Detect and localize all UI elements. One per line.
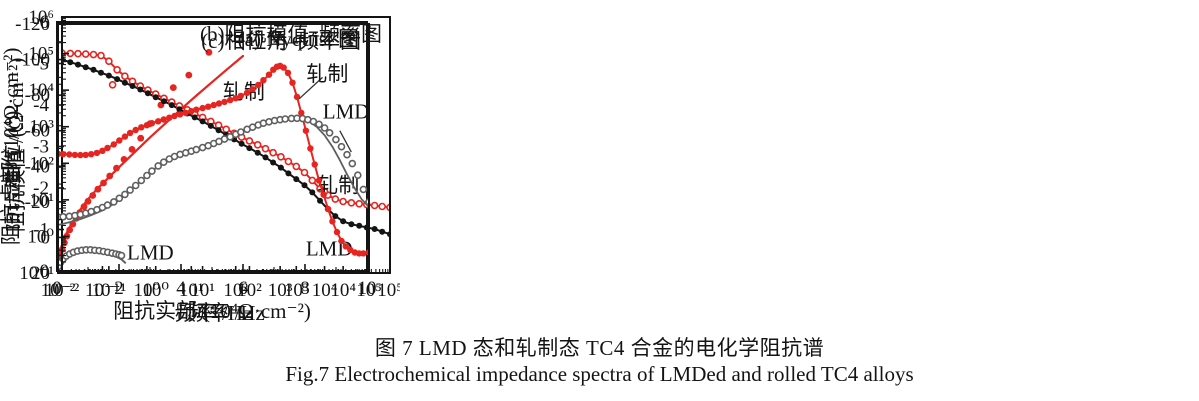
svg-text:10¹: 10¹ — [190, 280, 215, 301]
svg-text:10³: 10³ — [268, 280, 293, 301]
leader-line — [298, 76, 323, 100]
svg-text:10⁵: 10⁵ — [28, 44, 54, 65]
panel-title: (c)相位角–频率图 — [201, 29, 361, 53]
chart-svg-c: 10⁻² 10⁻¹ 10⁰ 10¹ 10² 10³ 10⁴ 10⁵200-20-40-60-8… — [0, 14, 382, 325]
svg-text:10²: 10² — [29, 153, 54, 174]
x-axis-label: 频率 /Hz — [175, 301, 253, 325]
panel-a-nyquist-chart: 0 2 4 6 8 10 0 -1 -2 -3 -4 -5 -6 阻抗实部/(10⁴Ω·cm⁻²) 阻抗虚部… — [0, 0, 400, 330]
svg-text:10⁰: 10⁰ — [134, 280, 161, 301]
svg-text:0: 0 — [40, 261, 50, 282]
leader-line — [339, 130, 352, 153]
svg-text:6: 6 — [238, 278, 248, 299]
svg-text:10⁰: 10⁰ — [27, 226, 54, 247]
x-axis-label: 频率 /Hz — [187, 301, 265, 325]
tick-labels: 10⁻² 10⁻¹ 10⁰ 10¹ 10² 10³ 10⁴ 10⁵10⁻¹10⁰10¹10²1… — [19, 7, 403, 301]
svg-text:-60: -60 — [25, 121, 50, 142]
svg-text:10⁵: 10⁵ — [356, 280, 382, 301]
svg-text:10²: 10² — [237, 280, 262, 301]
svg-text:-5: -5 — [33, 54, 49, 75]
major-ticks — [57, 23, 370, 274]
svg-text:10²: 10² — [223, 280, 248, 301]
svg-text:-120: -120 — [15, 14, 50, 35]
tick-labels: 10⁻² 10⁻¹ 10⁰ 10¹ 10² 10³ 10⁴ 10⁵200-20-40-60-8… — [15, 14, 382, 301]
svg-text:-3: -3 — [33, 137, 49, 158]
panel-title: (a) Nyquist 图 — [238, 27, 359, 51]
svg-text:10⁰: 10⁰ — [142, 280, 169, 301]
curve-label-轧制: 轧制 — [306, 62, 348, 86]
minor-ticks — [58, 41, 368, 273]
svg-text:-80: -80 — [25, 85, 50, 106]
y-axis-label: 相位 /(°) — [0, 111, 24, 186]
svg-text:20: 20 — [31, 263, 50, 284]
svg-text:-4: -4 — [33, 95, 49, 116]
y-axis-label: 阻抗虚部/(10⁴Ω·cm⁻²) — [0, 48, 23, 246]
chart-svg-a: 0 2 4 6 8 100-1-2-3-4-5-6阻抗实部/(10⁴Ω·cm⁻²)阻抗虚部… — [0, 12, 377, 323]
svg-text:-1: -1 — [33, 220, 49, 241]
series-rolled-fit — [58, 64, 369, 255]
panel-title: (b)阻抗模值–频率图 — [200, 22, 382, 46]
svg-text:-20: -20 — [25, 192, 50, 213]
svg-text:10¹: 10¹ — [179, 280, 204, 301]
svg-text:10⁻¹: 10⁻¹ — [19, 263, 54, 284]
series-group — [58, 62, 369, 257]
svg-text:10⁻¹: 10⁻¹ — [91, 280, 126, 301]
panel-c-phase-angle-chart: 10⁻² 10⁻¹ 10⁰ 10¹ 10² 10³ 10⁴ 10⁵ 20 0 -20 -40 -60 -8… — [0, 0, 400, 330]
y-axis-label: 阻抗模值 /(Ω·cm⁻²) — [4, 58, 28, 233]
svg-text:10³: 10³ — [29, 117, 54, 138]
svg-text:4: 4 — [176, 278, 186, 299]
svg-text:10: 10 — [358, 278, 377, 299]
x-axis-label: 阻抗实部/(10⁴Ω·cm⁻²) — [113, 299, 311, 323]
curve-label-LMD: LMD — [127, 240, 174, 264]
tick-labels: 0 2 4 6 8 100-1-2-3-4-5-6 — [33, 12, 376, 299]
svg-text:10⁴: 10⁴ — [312, 280, 338, 301]
figure-caption-en: Fig.7 Electrochemical impedance spectra … — [285, 362, 914, 386]
svg-text:-40: -40 — [25, 156, 50, 177]
svg-text:10⁵: 10⁵ — [377, 280, 400, 301]
svg-text:0: 0 — [41, 227, 51, 248]
svg-text:10⁴: 10⁴ — [330, 280, 356, 301]
svg-text:10¹: 10¹ — [29, 190, 54, 211]
svg-text:2: 2 — [114, 278, 124, 299]
svg-text:10³: 10³ — [284, 280, 309, 301]
svg-text:-100: -100 — [15, 50, 50, 71]
series-lmd-exp — [58, 114, 369, 221]
svg-text:10⁻¹: 10⁻¹ — [85, 280, 120, 301]
curve-label-LMD: LMD — [323, 99, 370, 123]
svg-text:8: 8 — [300, 278, 310, 299]
svg-text:10⁻²: 10⁻² — [41, 280, 76, 301]
svg-text:-6: -6 — [33, 12, 49, 33]
svg-text:10⁻²: 10⁻² — [45, 280, 80, 301]
figure-caption-cn: 图 7 LMD 态和轧制态 TC4 合金的电化学阻抗谱 — [374, 336, 825, 360]
svg-text:10⁶: 10⁶ — [28, 7, 54, 28]
svg-text:0: 0 — [52, 278, 62, 299]
svg-text:10⁴: 10⁴ — [28, 80, 54, 101]
series-rolled-exp — [58, 62, 369, 257]
svg-text:-2: -2 — [33, 178, 49, 199]
